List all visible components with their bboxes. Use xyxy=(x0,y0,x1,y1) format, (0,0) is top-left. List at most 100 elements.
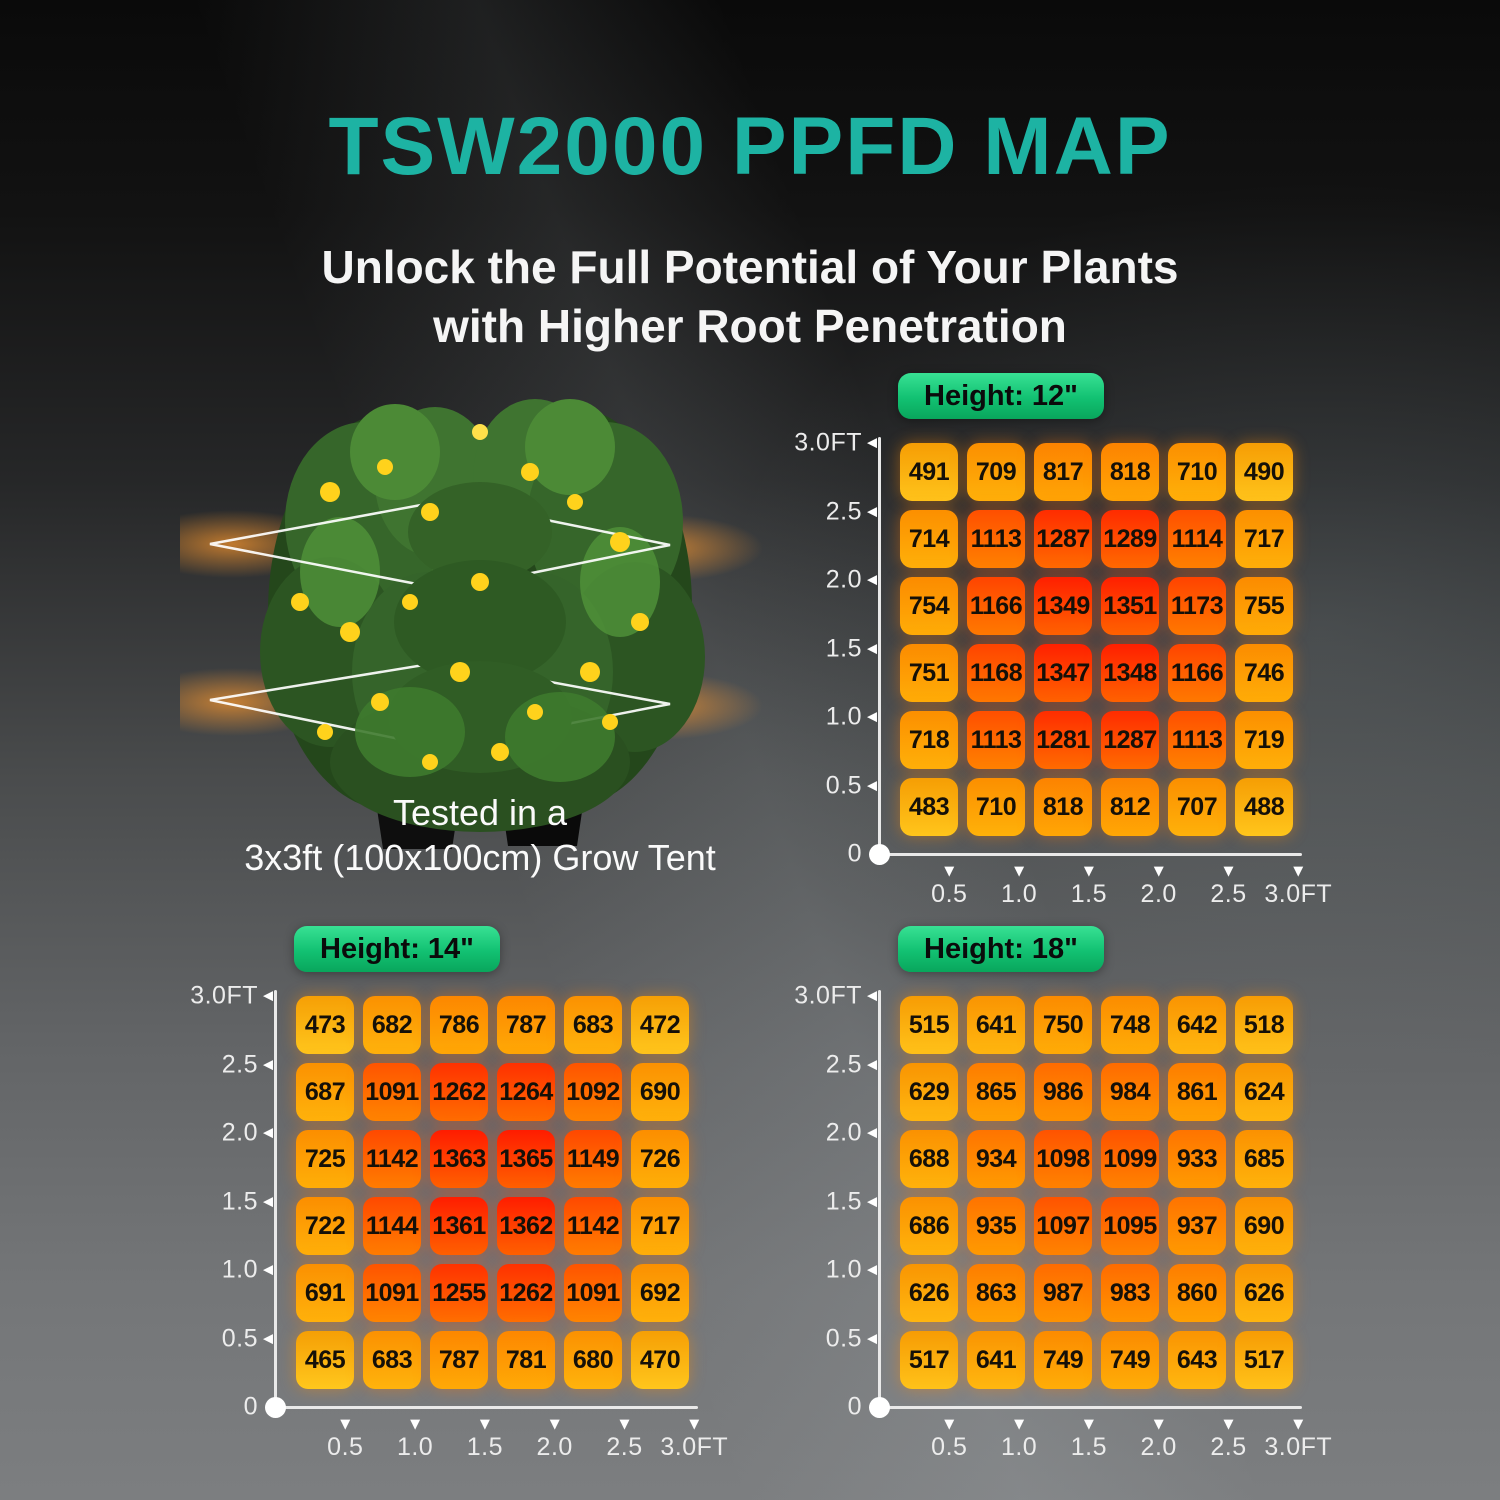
origin-dot xyxy=(869,1397,890,1418)
y-axis-line xyxy=(878,990,881,1408)
y-tick-triangle-icon: ◀ xyxy=(867,1262,877,1278)
heatmap-cell: 817 xyxy=(1034,443,1092,501)
heatmap-cell: 470 xyxy=(631,1331,689,1389)
heatmap-cell: 933 xyxy=(1168,1130,1226,1188)
x-axis-label: 2.0 xyxy=(1140,880,1177,908)
x-tick-triangle-icon: ▼ xyxy=(1293,1417,1304,1432)
heatmap-cell: 755 xyxy=(1235,577,1293,635)
heatmap-cell: 717 xyxy=(1235,510,1293,568)
heatmap-cell: 1289 xyxy=(1101,510,1159,568)
heatmap-plot: 473 682 786 787 683 472 687 1091 1262 1264 1092 690… xyxy=(168,982,748,1471)
y-tick-triangle-icon: ◀ xyxy=(867,1194,877,1210)
heatmap-cell: 710 xyxy=(967,778,1025,836)
origin-dot xyxy=(265,1397,286,1418)
y-axis-label: 2.0 xyxy=(825,1118,862,1147)
heatmap-plot: 491 709 817 818 710 490 714 1113 1287 1289 1114 717… xyxy=(772,429,1352,918)
heatmap-cell: 488 xyxy=(1235,778,1293,836)
heatmap-cell: 1149 xyxy=(564,1130,622,1188)
heatmap-cell: 714 xyxy=(900,510,958,568)
y-tick-triangle-icon: ◀ xyxy=(867,504,877,520)
y-axis-label: 1.5 xyxy=(825,1187,862,1216)
heatmap-cell: 725 xyxy=(296,1130,354,1188)
y-axis-label: 2.5 xyxy=(825,1050,862,1079)
y-tick-triangle-icon: ◀ xyxy=(867,435,877,451)
caption-line-1: Tested in a xyxy=(392,792,568,833)
y-axis-label: 1.5 xyxy=(825,634,862,663)
heatmap-cell: 473 xyxy=(296,996,354,1054)
heatmap-cell: 515 xyxy=(900,996,958,1054)
y-axis-label: 0.5 xyxy=(221,1324,258,1353)
x-tick-triangle-icon: ▼ xyxy=(410,1417,421,1432)
heatmap-cell: 781 xyxy=(497,1331,555,1389)
heatmap-grid: 515 641 750 748 642 518 629 865 986 984 861 624 688 9… xyxy=(900,996,1293,1389)
heatmap-cell: 687 xyxy=(296,1063,354,1121)
x-axis-label: 2.0 xyxy=(536,1433,573,1461)
heatmap-cell: 1365 xyxy=(497,1130,555,1188)
x-tick-triangle-icon: ▼ xyxy=(1293,864,1304,879)
heatmap-cell: 1347 xyxy=(1034,644,1092,702)
heatmap-cell: 934 xyxy=(967,1130,1025,1188)
y-axis-label: 1.0 xyxy=(221,1255,258,1284)
heatmap-cell: 690 xyxy=(1235,1197,1293,1255)
y-axis-label: 2.0 xyxy=(221,1118,258,1147)
caption-line-2: 3x3ft (100x100cm) Grow Tent xyxy=(244,837,716,878)
x-axis-label: 1.5 xyxy=(1070,880,1108,908)
height-badge: Height: 18" xyxy=(898,926,1104,972)
heatmap-cell: 937 xyxy=(1168,1197,1226,1255)
heatmap-cell: 686 xyxy=(900,1197,958,1255)
heatmap-cell: 1092 xyxy=(564,1063,622,1121)
heatmap-cell: 1348 xyxy=(1101,644,1159,702)
y-tick-triangle-icon: ◀ xyxy=(263,988,273,1004)
heatmap-cell: 472 xyxy=(631,996,689,1054)
y-tick-triangle-icon: ◀ xyxy=(867,641,877,657)
x-axis-label: 1.0 xyxy=(1000,1433,1038,1461)
x-axis-line xyxy=(878,853,1302,856)
heatmap-cell: 490 xyxy=(1235,443,1293,501)
heatmap-cell: 1114 xyxy=(1168,510,1226,568)
heatmap-cell: 1095 xyxy=(1101,1197,1159,1255)
y-tick-triangle-icon: ◀ xyxy=(867,778,877,794)
heatmap-grid: 491 709 817 818 710 490 714 1113 1287 1289 1114 717… xyxy=(900,443,1293,836)
y-axis-label: 1.0 xyxy=(825,1255,862,1284)
heatmap-cell: 746 xyxy=(1235,644,1293,702)
y-axis-label: 0.5 xyxy=(825,1324,862,1353)
heatmap-cell: 1097 xyxy=(1034,1197,1092,1255)
y-tick-triangle-icon: ◀ xyxy=(263,1194,273,1210)
x-axis-line xyxy=(878,1406,1302,1409)
x-axis-label: 2.0 xyxy=(1140,1433,1177,1461)
x-axis-label: 3.0FT xyxy=(1264,880,1333,908)
heatmap-cell: 691 xyxy=(296,1264,354,1322)
heatmap-cell: 1091 xyxy=(564,1264,622,1322)
x-axis-label: 2.5 xyxy=(1210,880,1247,908)
x-tick-triangle-icon: ▼ xyxy=(689,1417,700,1432)
heatmap-cell: 1142 xyxy=(363,1130,421,1188)
heatmap-cell: 1166 xyxy=(967,577,1025,635)
x-tick-triangle-icon: ▼ xyxy=(944,864,955,879)
x-axis-label: 0.5 xyxy=(931,1433,968,1461)
x-axis-label: 2.5 xyxy=(606,1433,643,1461)
y-tick-triangle-icon: ◀ xyxy=(867,1125,877,1141)
heatmap-cell: 1255 xyxy=(430,1264,488,1322)
subtitle-line-1: Unlock the Full Potential of Your Plants xyxy=(321,241,1179,293)
x-tick-triangle-icon: ▼ xyxy=(1153,1417,1164,1432)
heatmap-cell: 626 xyxy=(1235,1264,1293,1322)
y-tick-triangle-icon: ◀ xyxy=(263,1125,273,1141)
height-badge: Height: 14" xyxy=(294,926,500,972)
heatmap-grid: 473 682 786 787 683 472 687 1091 1262 1264 1092 690… xyxy=(296,996,689,1389)
page-subtitle: Unlock the Full Potential of Your Plants… xyxy=(0,238,1500,356)
heatmap-cell: 1113 xyxy=(1168,711,1226,769)
heatmap-cell: 754 xyxy=(900,577,958,635)
heatmap-cell: 1362 xyxy=(497,1197,555,1255)
heatmap-cell: 642 xyxy=(1168,996,1226,1054)
heatmap-cell: 983 xyxy=(1101,1264,1159,1322)
y-axis-label: 2.5 xyxy=(221,1050,258,1079)
heatmap-cell: 710 xyxy=(1168,443,1226,501)
heatmap-cell: 1166 xyxy=(1168,644,1226,702)
heatmap-cell: 818 xyxy=(1034,778,1092,836)
ppfd-chart-height-18: Height: 18" 515 641 750 748 642 518 629 865 986 9… xyxy=(772,926,1352,1471)
heatmap-cell: 1142 xyxy=(564,1197,622,1255)
x-axis-label: 3.0FT xyxy=(1264,1433,1333,1461)
heatmap-cell: 683 xyxy=(564,996,622,1054)
x-axis-label: 1.5 xyxy=(1070,1433,1108,1461)
